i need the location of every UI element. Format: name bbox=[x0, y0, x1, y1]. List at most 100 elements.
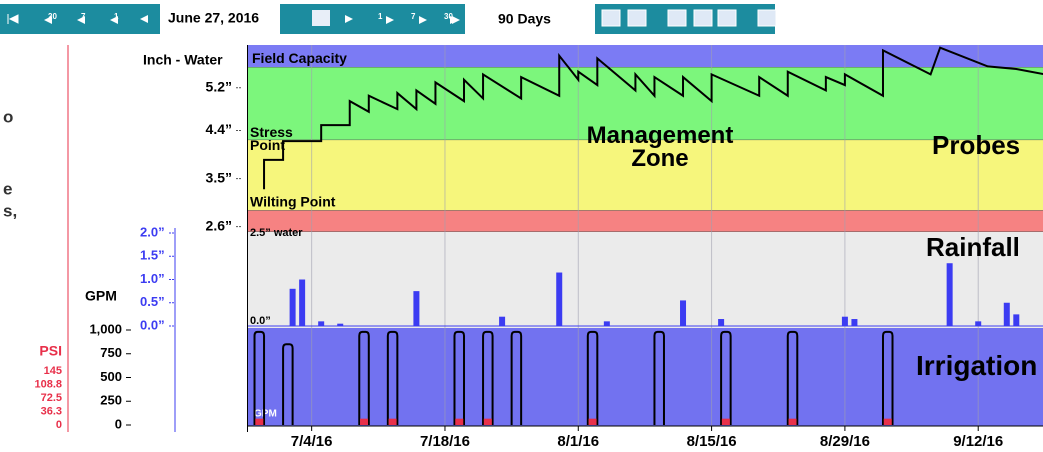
view-button[interactable] bbox=[601, 9, 621, 27]
psi-tick-label: 145 bbox=[44, 365, 62, 377]
view-button[interactable] bbox=[667, 9, 687, 27]
irrigation-pulse bbox=[358, 330, 370, 425]
gpm-tick-label: 750 bbox=[100, 345, 122, 360]
irrigation-pulse bbox=[786, 330, 799, 425]
side-text: e bbox=[3, 179, 12, 198]
irrigation-pulse bbox=[253, 330, 266, 425]
next-arrow bbox=[345, 15, 353, 23]
view-button[interactable] bbox=[627, 9, 647, 27]
x-tick-label: 8/1/16 bbox=[557, 433, 599, 450]
forward-button[interactable]: 7 bbox=[411, 12, 427, 24]
zone-band bbox=[248, 45, 1043, 68]
x-tick-label: 8/15/16 bbox=[687, 433, 737, 450]
forward-button-label: 1 bbox=[378, 12, 383, 21]
forward-button-label: 30 bbox=[444, 12, 453, 21]
rain-bar bbox=[603, 321, 610, 326]
irrigation-pulse bbox=[510, 330, 523, 425]
pressure-mark bbox=[483, 418, 492, 425]
moisture-line bbox=[263, 46, 1043, 190]
rain-zero-label: 0.0” bbox=[250, 315, 271, 327]
irrigation-pulse bbox=[720, 330, 732, 425]
gpm-tick-label: 0 bbox=[115, 416, 122, 431]
y-tick-label: 4.4” bbox=[206, 121, 232, 137]
view-button[interactable] bbox=[693, 9, 713, 27]
rain-panel bbox=[248, 232, 1043, 328]
zone-band bbox=[248, 210, 1043, 232]
x-tick-label: 7/18/16 bbox=[420, 433, 470, 450]
pressure-mark bbox=[588, 418, 597, 425]
rain-bar bbox=[413, 291, 420, 326]
rain-bar bbox=[299, 279, 306, 326]
rain-bar bbox=[318, 321, 325, 326]
rain-tick-label: 1.5” bbox=[140, 248, 165, 263]
rain-tick-label: 2.0” bbox=[140, 224, 165, 239]
back-arrow bbox=[44, 16, 52, 24]
pressure-mark bbox=[788, 418, 797, 425]
zone-band bbox=[248, 67, 1043, 141]
pressure-mark bbox=[388, 418, 397, 425]
psi-tick-label: 72.5 bbox=[41, 392, 62, 404]
gpm-tick-label: 250 bbox=[100, 393, 122, 408]
y-tick-label: 3.5” bbox=[206, 169, 232, 185]
forward-arrow bbox=[386, 16, 394, 24]
gpm-inside-label: GPM bbox=[254, 409, 277, 420]
back-button-label: 1 bbox=[114, 12, 119, 21]
psi-axis-title: PSI bbox=[39, 343, 62, 359]
irrigation-pulse bbox=[586, 330, 599, 425]
pressure-mark bbox=[455, 418, 464, 425]
rain-bar bbox=[289, 288, 296, 326]
stress-point-label: Stress Point bbox=[250, 124, 293, 153]
rain-bar bbox=[975, 321, 982, 326]
level-label: Wilting Point bbox=[250, 193, 336, 209]
rain-bar bbox=[556, 272, 563, 326]
psi-tick-label: 108.8 bbox=[34, 378, 62, 390]
irrigation-pulse bbox=[482, 330, 494, 425]
psi-tick-label: 0 bbox=[56, 419, 62, 431]
irrigation-pulse bbox=[453, 330, 466, 425]
x-tick-label: 9/12/16 bbox=[953, 433, 1003, 450]
y-axis-title: Inch - Water bbox=[143, 52, 223, 68]
pressure-mark bbox=[721, 418, 730, 425]
forward-arrow bbox=[419, 16, 427, 24]
rainfall-label: Rainfall bbox=[926, 232, 1020, 262]
y-tick-label: 2.6” bbox=[206, 217, 232, 233]
rain-bar bbox=[1013, 314, 1020, 326]
level-label: Field Capacity bbox=[252, 50, 347, 66]
back-button[interactable]: 20 bbox=[44, 12, 57, 24]
rain-bar bbox=[499, 316, 506, 326]
irrigation-pulse bbox=[282, 343, 294, 425]
calendar-button[interactable] bbox=[312, 10, 330, 26]
pressure-mark bbox=[255, 418, 264, 425]
toolbar-date: June 27, 2016 bbox=[168, 10, 259, 26]
psi-tick-label: 36.3 bbox=[41, 405, 62, 417]
irrigation-label: Irrigation bbox=[916, 350, 1038, 381]
level-label: 2.5” water bbox=[250, 227, 303, 239]
rain-bar bbox=[841, 316, 848, 326]
view-button[interactable] bbox=[757, 9, 777, 27]
rain-bar bbox=[1003, 302, 1010, 326]
back-button-label: 20 bbox=[48, 12, 57, 21]
rain-tick-label: 0.0” bbox=[140, 317, 165, 332]
rain-bar bbox=[718, 319, 725, 326]
back-button-label: 7 bbox=[81, 12, 86, 21]
x-tick-label: 8/29/16 bbox=[820, 433, 870, 450]
rain-bar bbox=[851, 319, 858, 326]
gpm-axis-title: GPM bbox=[85, 288, 117, 304]
pressure-mark bbox=[883, 418, 892, 425]
side-text: s, bbox=[3, 201, 17, 220]
toolbar-segment bbox=[280, 4, 465, 34]
rain-tick-label: 0.5” bbox=[140, 294, 165, 309]
irrigation-pulse bbox=[653, 330, 665, 425]
back-button[interactable]: 1 bbox=[110, 12, 119, 24]
back-button[interactable]: 7 bbox=[77, 12, 86, 24]
toolbar-range: 90 Days bbox=[498, 11, 551, 27]
forward-button[interactable]: 1 bbox=[378, 12, 394, 24]
rain-bar bbox=[337, 323, 344, 326]
gpm-tick-label: 500 bbox=[100, 369, 122, 384]
rain-tick-label: 1.0” bbox=[140, 271, 165, 286]
rain-bar bbox=[680, 300, 687, 326]
forward-button-label: 7 bbox=[411, 12, 416, 21]
view-button[interactable] bbox=[717, 9, 737, 27]
